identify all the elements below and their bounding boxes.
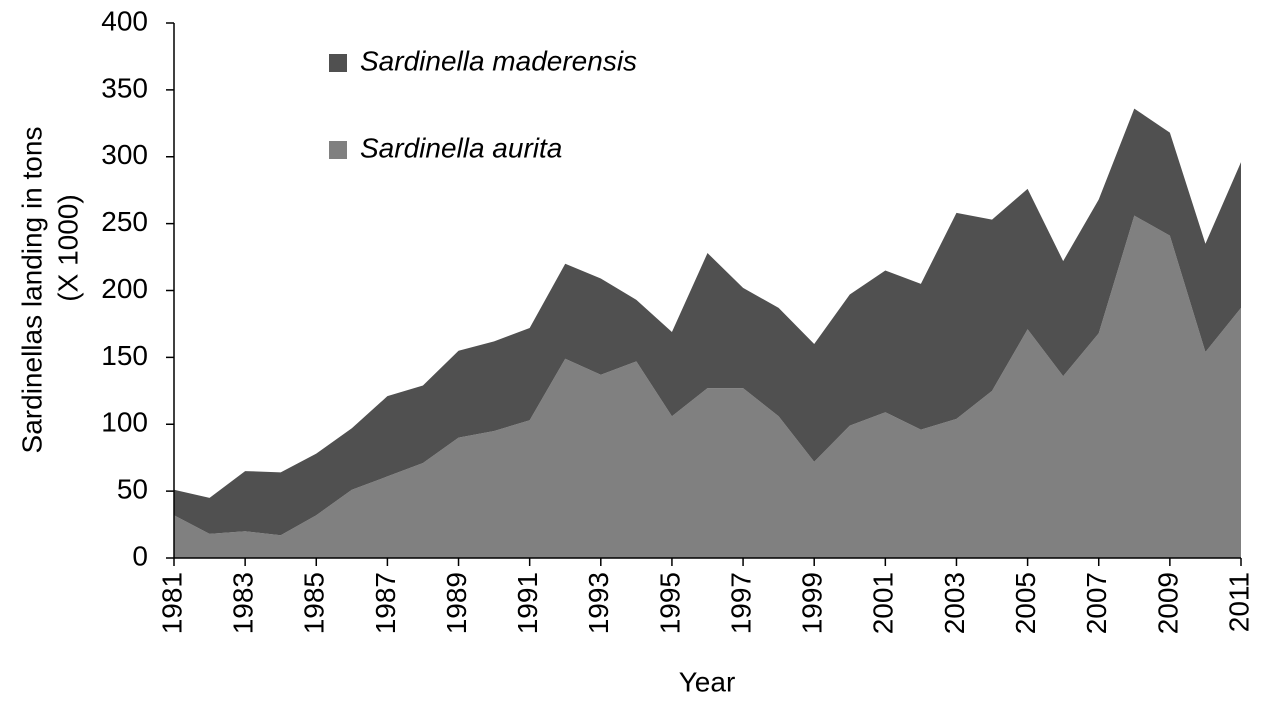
x-tick-label: 1983 (228, 572, 259, 634)
y-tick-label: 200 (101, 273, 148, 304)
y-axis-title: Sardinellas landing in tons (16, 127, 47, 454)
legend-label: Sardinella aurita (360, 132, 562, 163)
area (174, 108, 1241, 536)
x-tick-label: 2009 (1152, 572, 1183, 634)
area (174, 215, 1241, 558)
y-tick-label: 100 (101, 407, 148, 438)
x-tick-label: 1999 (797, 572, 828, 634)
x-tick-label: 1991 (512, 572, 543, 634)
legend-swatch (329, 141, 347, 159)
legend-label: Sardinella maderensis (360, 45, 637, 76)
y-tick-label: 300 (101, 139, 148, 170)
y-tick-label: 0 (132, 540, 148, 571)
x-tick-label: 1981 (156, 572, 187, 634)
y-tick-label: 150 (101, 340, 148, 371)
legend-swatch (329, 54, 347, 72)
y-tick-label: 350 (101, 72, 148, 103)
y-axis-title: (X 1000) (52, 194, 83, 301)
x-tick-label: 1987 (370, 572, 401, 634)
x-tick-label: 1993 (583, 572, 614, 634)
x-tick-label: 1985 (299, 572, 330, 634)
x-tick-label: 1995 (654, 572, 685, 634)
y-tick-label: 50 (117, 474, 148, 505)
x-axis-title: Year (679, 666, 736, 697)
y-tick-label: 400 (101, 5, 148, 36)
x-tick-label: 2005 (1010, 572, 1041, 634)
x-tick-label: 1989 (441, 572, 472, 634)
y-tick-label: 250 (101, 206, 148, 237)
x-tick-label: 2001 (868, 572, 899, 634)
x-tick-label: 1997 (725, 572, 756, 634)
x-tick-label: 2003 (939, 572, 970, 634)
x-tick-label: 2011 (1223, 572, 1254, 632)
x-tick-label: 2007 (1081, 572, 1112, 634)
